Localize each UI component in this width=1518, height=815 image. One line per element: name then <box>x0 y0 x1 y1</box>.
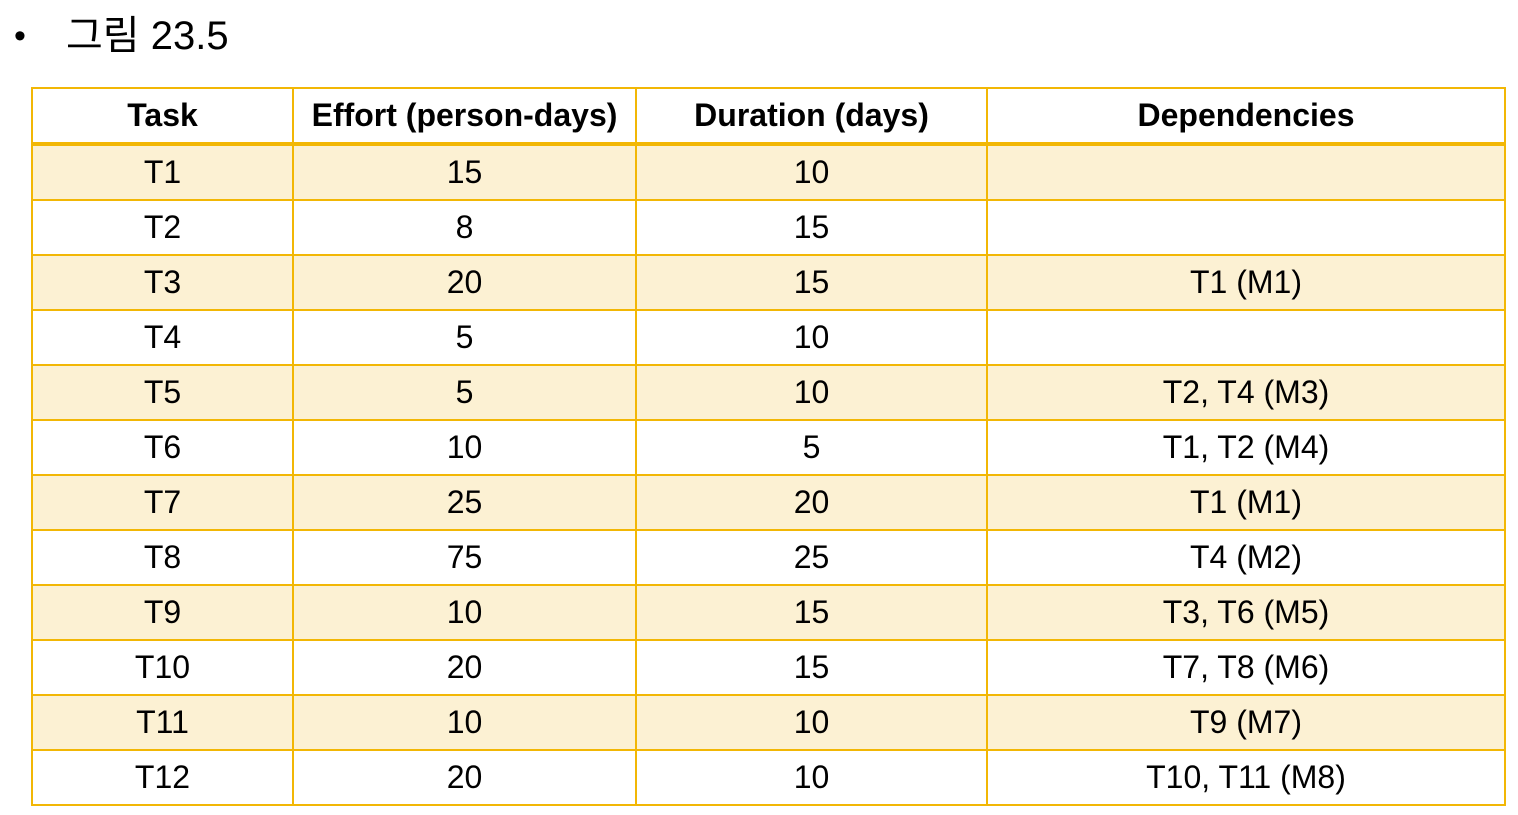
cell-dependencies: T10, T11 (M8) <box>986 749 1506 806</box>
cell-dependencies: T1, T2 (M4) <box>986 419 1506 476</box>
bullet-icon: • <box>14 17 26 55</box>
cell-dependencies: T3, T6 (M5) <box>986 584 1506 641</box>
cell-effort: 75 <box>292 529 637 586</box>
cell-effort: 8 <box>292 199 637 256</box>
cell-dependencies: T4 (M2) <box>986 529 1506 586</box>
table-row: T7 25 20 T1 (M1) <box>31 474 1506 531</box>
cell-dependencies: T7, T8 (M6) <box>986 639 1506 696</box>
cell-effort: 10 <box>292 419 637 476</box>
cell-effort: 20 <box>292 749 637 806</box>
cell-effort: 10 <box>292 694 637 751</box>
table-row: T10 20 15 T7, T8 (M6) <box>31 639 1506 696</box>
cell-duration: 10 <box>635 694 988 751</box>
cell-task: T3 <box>31 254 294 311</box>
cell-task: T7 <box>31 474 294 531</box>
cell-duration: 15 <box>635 254 988 311</box>
cell-duration: 15 <box>635 639 988 696</box>
table-row: T8 75 25 T4 (M2) <box>31 529 1506 586</box>
cell-duration: 20 <box>635 474 988 531</box>
cell-dependencies <box>986 143 1506 201</box>
header-dependencies: Dependencies <box>986 87 1506 146</box>
table-row: T3 20 15 T1 (M1) <box>31 254 1506 311</box>
table-row: T9 10 15 T3, T6 (M5) <box>31 584 1506 641</box>
table-row: T12 20 10 T10, T11 (M8) <box>31 749 1506 806</box>
cell-duration: 15 <box>635 199 988 256</box>
cell-effort: 20 <box>292 254 637 311</box>
table-row: T6 10 5 T1, T2 (M4) <box>31 419 1506 476</box>
cell-effort: 5 <box>292 364 637 421</box>
table-row: T11 10 10 T9 (M7) <box>31 694 1506 751</box>
cell-duration: 5 <box>635 419 988 476</box>
cell-effort: 25 <box>292 474 637 531</box>
cell-task: T8 <box>31 529 294 586</box>
cell-dependencies: T2, T4 (M3) <box>986 364 1506 421</box>
table-row: T1 15 10 <box>31 143 1506 201</box>
cell-effort: 10 <box>292 584 637 641</box>
cell-task: T10 <box>31 639 294 696</box>
cell-dependencies: T9 (M7) <box>986 694 1506 751</box>
cell-task: T1 <box>31 143 294 201</box>
cell-duration: 15 <box>635 584 988 641</box>
page-title: 그림 23.5 <box>66 14 229 58</box>
cell-task: T12 <box>31 749 294 806</box>
slide-heading: • 그림 23.5 <box>14 10 229 62</box>
cell-task: T2 <box>31 199 294 256</box>
cell-duration: 10 <box>635 143 988 201</box>
cell-dependencies: T1 (M1) <box>986 254 1506 311</box>
cell-dependencies <box>986 309 1506 366</box>
cell-duration: 25 <box>635 529 988 586</box>
table-row: T2 8 15 <box>31 199 1506 256</box>
cell-effort: 5 <box>292 309 637 366</box>
cell-effort: 15 <box>292 143 637 201</box>
cell-duration: 10 <box>635 364 988 421</box>
cell-task: T6 <box>31 419 294 476</box>
cell-effort: 20 <box>292 639 637 696</box>
table-header-row: Task Effort (person-days) Duration (days… <box>31 87 1506 146</box>
header-effort: Effort (person-days) <box>292 87 637 146</box>
cell-dependencies: T1 (M1) <box>986 474 1506 531</box>
cell-task: T9 <box>31 584 294 641</box>
cell-duration: 10 <box>635 309 988 366</box>
cell-duration: 10 <box>635 749 988 806</box>
cell-dependencies <box>986 199 1506 256</box>
cell-task: T11 <box>31 694 294 751</box>
cell-task: T5 <box>31 364 294 421</box>
table-row: T4 5 10 <box>31 309 1506 366</box>
header-task: Task <box>31 87 294 146</box>
table-row: T5 5 10 T2, T4 (M3) <box>31 364 1506 421</box>
cell-task: T4 <box>31 309 294 366</box>
task-table: Task Effort (person-days) Duration (days… <box>31 87 1506 806</box>
header-duration: Duration (days) <box>635 87 988 146</box>
